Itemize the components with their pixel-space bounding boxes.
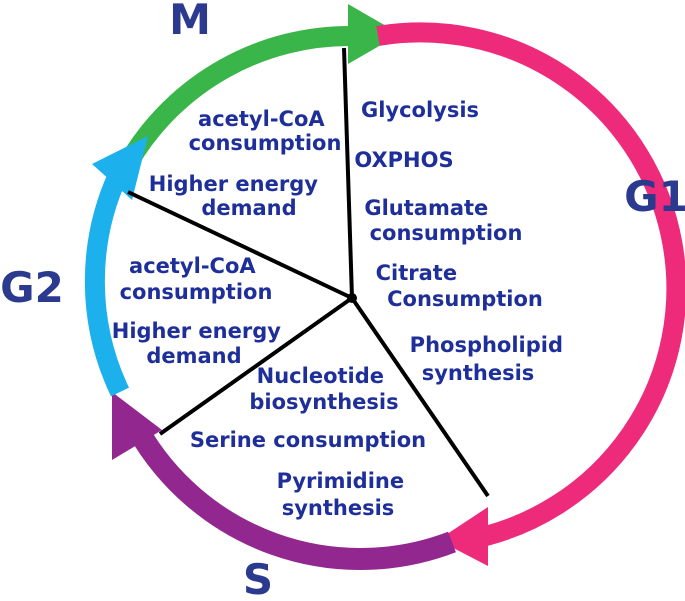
m-item-1: Higher energy demand [149,172,326,220]
phase-label-s: S [243,555,273,601]
g2-item-0: acetyl-CoA consumption [120,254,273,304]
g1-item-1: OXPHOS [354,148,453,172]
g1-item-2: Glutamate consumption [364,196,522,245]
divider-g1-s [350,296,490,498]
g1-item-0: Glycolysis [361,98,479,122]
g2-phase-arc [84,170,130,397]
phase-label-g2: G2 [0,263,64,312]
center-point [347,293,357,303]
m-item-0: acetyl-CoA consumption [189,107,342,155]
phase-label-m: M [169,0,211,44]
s-phase-arrowhead [112,392,162,460]
divider-m-g1 [342,47,354,299]
phase-label-g1: G1 [624,172,685,221]
g2-phase-arrowhead [92,136,148,200]
s-item-2: Pyrimidine synthesis [277,469,412,520]
divider-s-g2 [158,296,354,436]
m-phase-arc [121,25,353,166]
divider-g2-m [127,190,353,300]
s-item-0: Nucleotide biosynthesis [249,364,398,414]
g2-item-1: Higher energy demand [112,319,289,368]
s-item-1: Serine consumption [190,428,426,452]
g1-item-4: Phospholipid synthesis [410,333,571,385]
g1-item-3: Citrate Consumption [376,261,543,311]
sector-dividers [127,47,490,498]
s-phase-arc [128,424,456,570]
g1-phase-arrowhead [438,507,488,566]
m-phase-arrowhead [348,4,400,64]
g1-phase-arc [376,22,685,550]
